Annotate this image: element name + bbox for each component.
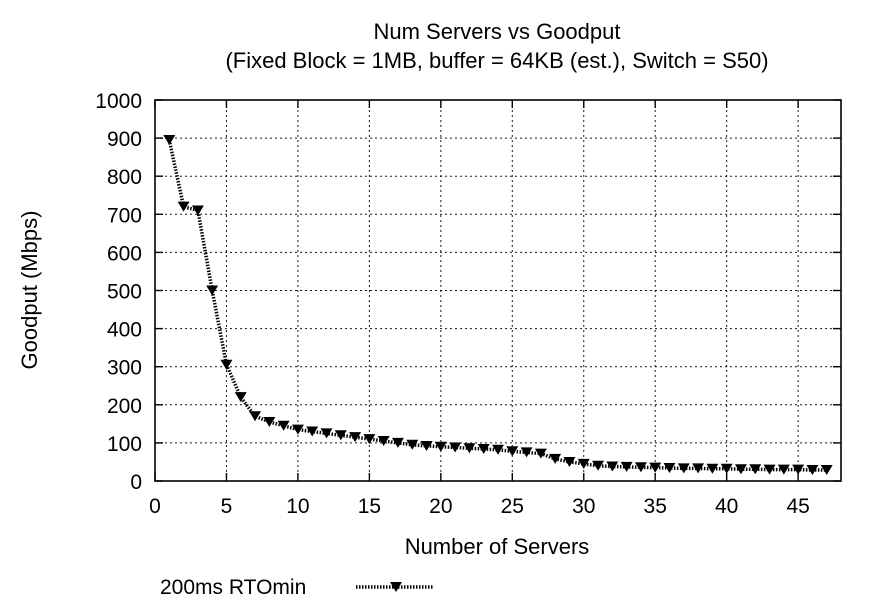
data-point-marker xyxy=(763,464,776,475)
legend: 200ms RTOmin xyxy=(160,576,433,599)
y-tick-label: 200 xyxy=(107,395,142,418)
data-point-marker xyxy=(606,461,619,472)
series-group xyxy=(163,135,833,475)
data-point-marker xyxy=(391,437,404,448)
data-point-marker xyxy=(806,464,819,475)
data-point-marker xyxy=(492,444,504,455)
data-point-marker xyxy=(363,434,376,445)
data-point-marker xyxy=(334,430,347,441)
data-point-marker xyxy=(349,432,362,443)
data-point-marker xyxy=(534,448,547,459)
data-point-marker xyxy=(677,463,690,474)
data-point-marker xyxy=(206,285,219,296)
data-point-marker xyxy=(320,428,333,439)
chart-title: Num Servers vs Goodput xyxy=(374,19,621,44)
data-point-marker xyxy=(291,424,304,435)
data-point-marker xyxy=(220,359,233,370)
data-point-marker xyxy=(577,458,590,469)
legend-label: 200ms RTOmin xyxy=(160,576,306,599)
x-tick-label: 25 xyxy=(501,495,524,518)
x-axis-label: Number of Servers xyxy=(405,534,590,559)
data-point-marker xyxy=(420,440,433,451)
axis-ticks xyxy=(154,99,841,482)
data-point-marker xyxy=(463,443,476,454)
data-point-marker xyxy=(434,441,447,452)
data-point-marker xyxy=(706,463,719,474)
data-point-marker xyxy=(663,463,676,474)
data-point-marker xyxy=(692,463,705,474)
data-point-marker xyxy=(620,461,633,472)
data-point-marker xyxy=(792,464,805,475)
data-point-marker xyxy=(377,435,390,446)
chart-subtitle: (Fixed Block = 1MB, buffer = 64KB (est.)… xyxy=(225,48,768,73)
x-tick-label: 45 xyxy=(786,495,809,518)
x-tick-label: 5 xyxy=(221,495,233,518)
x-tick-label: 40 xyxy=(715,495,738,518)
y-tick-label: 300 xyxy=(107,357,142,380)
x-tick-label: 30 xyxy=(572,495,595,518)
y-tick-label: 1000 xyxy=(95,90,142,113)
plot-frame xyxy=(154,99,842,482)
data-point-marker xyxy=(720,463,733,474)
grid-lines xyxy=(155,100,841,481)
y-tick-label: 900 xyxy=(107,128,142,151)
data-point-marker xyxy=(520,447,533,458)
data-point-marker xyxy=(306,426,319,437)
y-tick-label: 0 xyxy=(130,471,142,494)
x-tick-label: 10 xyxy=(286,495,309,518)
data-point-marker xyxy=(634,462,647,473)
data-point-marker xyxy=(477,443,490,454)
data-point-marker xyxy=(777,464,790,475)
y-axis-label: Goodput (Mbps) xyxy=(17,211,42,370)
data-point-marker xyxy=(163,135,176,146)
data-point-marker xyxy=(563,456,576,467)
data-point-marker xyxy=(449,442,462,453)
y-tick-label: 400 xyxy=(107,319,142,342)
y-tick-label: 100 xyxy=(107,433,142,456)
y-tick-label: 800 xyxy=(107,166,142,189)
x-tick-label: 15 xyxy=(358,495,381,518)
y-tick-label: 600 xyxy=(107,242,142,265)
data-point-marker xyxy=(406,439,419,450)
legend-marker xyxy=(390,582,402,592)
data-point-marker xyxy=(277,420,290,431)
data-point-marker xyxy=(249,411,262,422)
data-point-marker xyxy=(234,392,247,403)
data-point-marker xyxy=(734,464,747,475)
data-point-marker xyxy=(549,453,562,464)
data-point-marker xyxy=(263,416,276,427)
y-tick-label: 500 xyxy=(107,281,142,304)
x-tick-label: 0 xyxy=(149,495,161,518)
series-line xyxy=(167,139,827,472)
data-point-marker xyxy=(506,446,519,457)
data-point-marker xyxy=(191,205,204,216)
x-tick-label: 20 xyxy=(429,495,452,518)
data-point-marker xyxy=(177,201,190,212)
data-point-marker xyxy=(820,464,833,475)
x-tick-label: 35 xyxy=(644,495,667,518)
data-point-marker xyxy=(749,464,762,475)
y-tick-label: 700 xyxy=(107,204,142,227)
tick-labels: 0 100 200 300 400 500 600 700 800 900 1000 0 5 10 15 20… xyxy=(95,90,810,518)
data-point-marker xyxy=(649,462,662,473)
data-point-marker xyxy=(592,460,605,471)
